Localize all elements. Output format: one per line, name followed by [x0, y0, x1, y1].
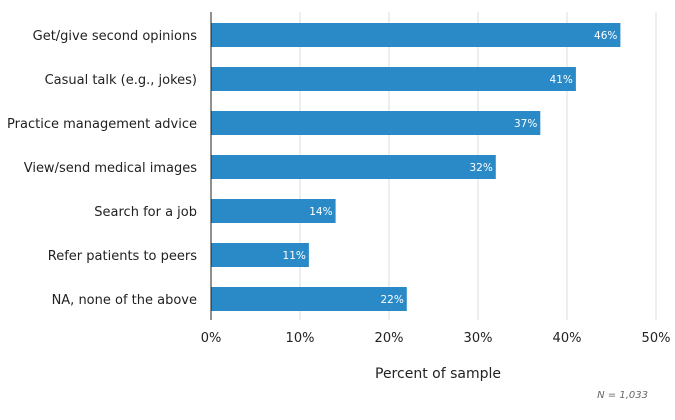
x-axis-label: Percent of sample	[375, 366, 501, 382]
x-tick-label: 0%	[201, 331, 222, 346]
x-tick-label: 30%	[464, 331, 493, 346]
x-tick-label: 40%	[553, 331, 582, 346]
bar	[211, 287, 407, 311]
sample-size-note: N = 1,033	[597, 390, 648, 401]
category-label: NA, none of the above	[52, 293, 197, 308]
category-label: Casual talk (e.g., jokes)	[45, 73, 197, 88]
category-label: Practice management advice	[7, 117, 197, 132]
bar	[211, 67, 576, 91]
x-tick-label: 50%	[642, 331, 671, 346]
category-labels: Get/give second opinions Casual talk (e.g…	[7, 29, 197, 308]
category-label: Get/give second opinions	[33, 29, 198, 44]
data-label: 22%	[380, 294, 403, 306]
bar	[211, 23, 621, 47]
bars	[211, 23, 621, 311]
data-label: 46%	[594, 30, 617, 42]
data-labels: 46% 41% 37% 32% 14% 11% 22%	[283, 30, 618, 306]
bar	[211, 155, 496, 179]
data-label: 11%	[283, 250, 306, 262]
data-label: 32%	[469, 162, 492, 174]
data-label: 14%	[309, 206, 332, 218]
bar	[211, 243, 309, 267]
x-tick-label: 10%	[286, 331, 315, 346]
category-label: View/send medical images	[24, 161, 197, 176]
bar	[211, 199, 336, 223]
x-tick-labels: 0% 10% 20% 30% 40% 50%	[201, 331, 671, 346]
x-tick-label: 20%	[375, 331, 404, 346]
data-label: 37%	[514, 118, 537, 130]
category-label: Refer patients to peers	[48, 249, 197, 264]
bar	[211, 111, 541, 135]
category-label: Search for a job	[94, 205, 197, 220]
data-label: 41%	[550, 74, 573, 86]
